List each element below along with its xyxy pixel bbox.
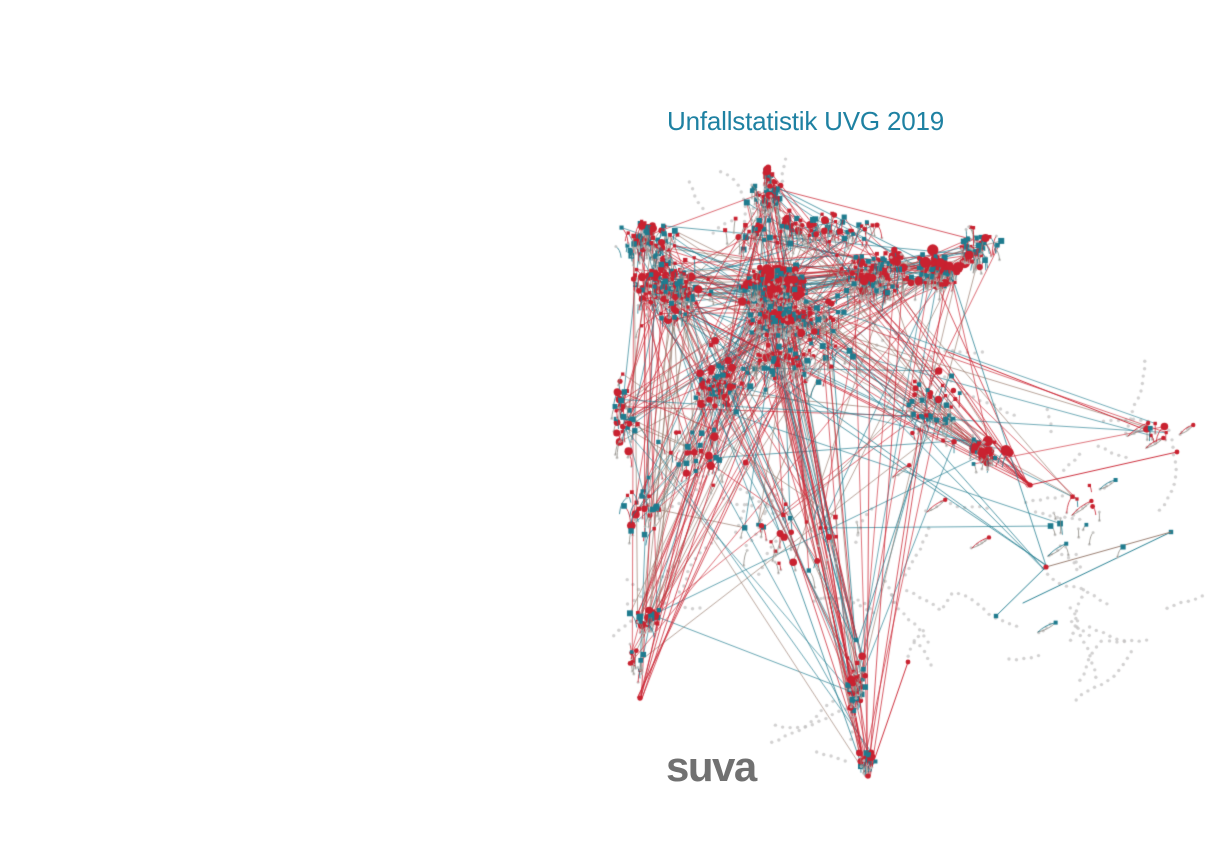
page-title: Unfallstatistik UVG 2019 [667,106,944,136]
suva-logo: suva [666,743,757,790]
